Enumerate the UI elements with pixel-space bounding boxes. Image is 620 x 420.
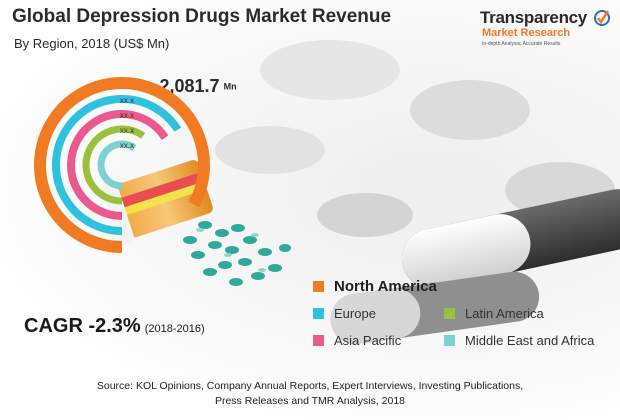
legend-label: Europe bbox=[334, 306, 376, 321]
capsule-shape bbox=[401, 189, 620, 289]
ring-middle-east-and-africa bbox=[97, 140, 137, 190]
tablet-shape bbox=[215, 126, 325, 174]
chart-title: Global Depression Drugs Market Revenue bbox=[12, 6, 392, 27]
tablet-shape bbox=[410, 80, 530, 140]
legend-label: Asia Pacific bbox=[334, 333, 402, 348]
spilled-pills bbox=[183, 221, 291, 286]
total-unit: Mn bbox=[223, 81, 237, 92]
source-note: Source: KOL Opinions, Company Annual Rep… bbox=[0, 379, 620, 409]
ring-value-label: xx.x bbox=[120, 141, 134, 150]
chart-subtitle: By Region, 2018 (US$ Mn) bbox=[14, 36, 170, 51]
legend-swatch bbox=[444, 335, 455, 346]
ring-value-label: xx.x bbox=[120, 96, 134, 105]
ring-asia-pacific bbox=[67, 110, 169, 220]
tablet-shape bbox=[260, 40, 400, 100]
legend-swatch bbox=[313, 281, 324, 292]
tablet-shape bbox=[317, 193, 413, 237]
cagr-label: CAGR -2.3% (2018-2016) bbox=[24, 315, 205, 338]
legend-swatch bbox=[313, 335, 324, 346]
logo-tagline: In-depth Analysis. Accurate Results bbox=[482, 41, 561, 47]
legend-label: Latin America bbox=[465, 306, 544, 321]
ring-europe bbox=[52, 95, 182, 235]
ring-value-label: xx.x bbox=[120, 126, 134, 135]
legend-item-asia-pacific: Asia Pacific bbox=[313, 333, 401, 348]
legend-item-latin-america: Latin America bbox=[444, 306, 544, 321]
logo-line2: Market Research bbox=[482, 27, 571, 39]
legend-item-europe: Europe bbox=[313, 306, 376, 321]
spilled-pills-light bbox=[196, 228, 266, 272]
cagr-value: CAGR -2.3% bbox=[24, 315, 141, 337]
ring-north-america bbox=[34, 77, 210, 253]
logo-check-icon bbox=[594, 10, 610, 26]
tmr-logo: Transparency Market Research In-depth An… bbox=[480, 8, 610, 54]
legend-item-middle-east-and-africa: Middle East and Africa bbox=[444, 333, 594, 348]
cagr-period: (2018-2016) bbox=[144, 323, 205, 335]
capsule-shape bbox=[330, 271, 540, 345]
source-line2: Press Releases and TMR Analysis, 2018 bbox=[214, 395, 406, 407]
ring-latin-america bbox=[82, 125, 146, 205]
legend-label: North America bbox=[334, 278, 437, 295]
logo-line1: Transparency bbox=[480, 8, 587, 27]
legend-swatch bbox=[444, 308, 455, 319]
legend-label: Middle East and Africa bbox=[465, 333, 595, 348]
legend-item-north-america: North America bbox=[313, 278, 437, 295]
total-value: 2,081.7 bbox=[159, 76, 220, 96]
source-line1: Source: KOL Opinions, Company Annual Rep… bbox=[96, 380, 524, 392]
ring-value-label: xx.x bbox=[120, 111, 134, 120]
legend-swatch bbox=[313, 308, 324, 319]
